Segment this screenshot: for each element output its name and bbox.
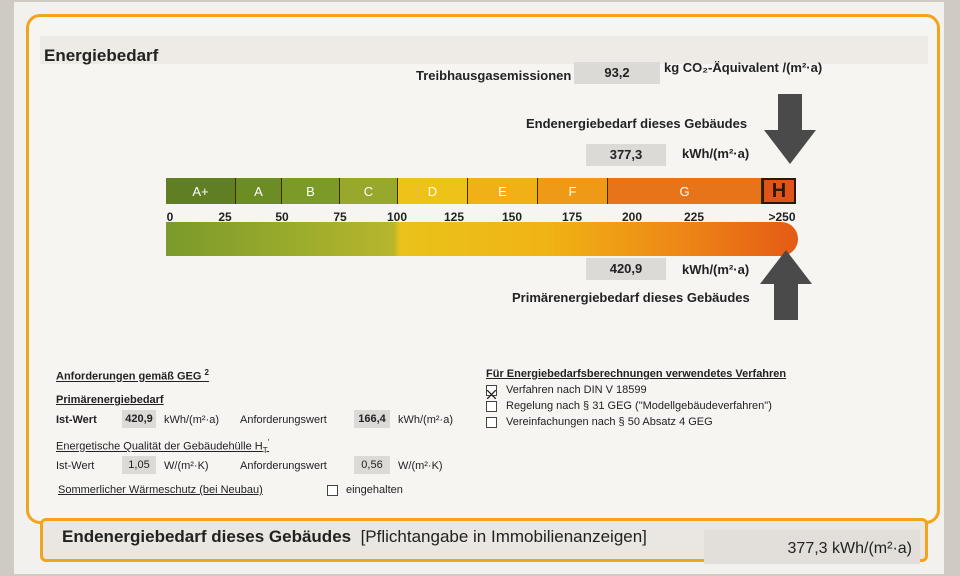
bottom-endenergie: Endenergiebedarf dieses Gebäudes [Pflich… [62, 527, 647, 546]
endenergie-unit: kWh/(m²·a) [682, 146, 750, 161]
scale-tick: 150 [501, 210, 523, 224]
verfahren-heading: Für Energiebedarfsberechnungen verwendet… [486, 368, 787, 380]
anf-value: 166,4 [354, 410, 390, 428]
treibhaus-label: Treibhausgasemissionen [416, 68, 572, 83]
scale-tick: 75 [333, 210, 347, 224]
scale-tick: 200 [621, 210, 643, 224]
scale-tick: 175 [561, 210, 583, 224]
primaer-label: Primärenergiebedarf dieses Gebäudes [512, 290, 750, 305]
scale-tick: >250 [768, 210, 796, 224]
class-b: B [282, 178, 340, 204]
scale-tick: 25 [218, 210, 232, 224]
primaer-unit: kWh/(m²·a) [682, 262, 750, 277]
eingehalten-label: eingehalten [346, 484, 403, 496]
ist2-unit: W/(m²·K) [164, 460, 209, 472]
verfahren-option-label: Vereinfachungen nach § 50 Absatz 4 GEG [506, 416, 713, 428]
class-c: C [340, 178, 398, 204]
ist2-value: 1,05 [122, 456, 156, 474]
scale-tick: 0 [166, 210, 174, 224]
scale-tick: 50 [275, 210, 289, 224]
verfahren-checkbox[interactable] [486, 417, 497, 428]
ist-unit: kWh/(m²·a) [164, 414, 219, 426]
scale-tick: 225 [683, 210, 705, 224]
endenergie-label: Endenergiebedarf dieses Gebäudes [526, 116, 748, 131]
treibhaus-unit: kg CO₂-Äquivalent /(m²·a) [664, 60, 823, 75]
energy-class-scale: A+ A B C D E F G H [166, 178, 796, 204]
scale-tick: 125 [443, 210, 465, 224]
class-e: E [468, 178, 538, 204]
anf2-label: Anforderungswert [240, 460, 327, 472]
bottom-value-box: 377,3 kWh/(m²·a) [704, 530, 920, 564]
class-aplus: A+ [166, 178, 236, 204]
title-band [40, 36, 928, 64]
endenergie-arrow-icon [764, 94, 816, 164]
ist2-label: Ist-Wert [56, 460, 95, 472]
verfahren-checkbox[interactable] [486, 401, 497, 412]
anf-unit: kWh/(m²·a) [398, 414, 453, 426]
class-g: G [608, 178, 762, 204]
class-a: A [236, 178, 282, 204]
verfahren-option-label: Regelung nach § 31 GEG ("Modellgebäudeve… [506, 400, 772, 412]
treibhaus-value: 93,2 [574, 62, 660, 84]
class-f: F [538, 178, 608, 204]
huelle-subheading: Energetische Qualität der Gebäudehülle H… [56, 438, 270, 455]
sommer-label: Sommerlicher Wärmeschutz (bei Neubau) [58, 484, 263, 496]
scale-tick: 100 [386, 210, 408, 224]
class-h: H [762, 178, 796, 204]
endenergie-value: 377,3 [586, 144, 666, 166]
primaerenergie-bar [166, 222, 798, 256]
verfahren-option-label: Verfahren nach DIN V 18599 [506, 384, 647, 396]
page-title: Energiebedarf [44, 46, 159, 65]
class-d: D [398, 178, 468, 204]
primaer-subheading: Primärenergiebedarf [56, 394, 164, 406]
ist-label: Ist-Wert [56, 414, 97, 426]
ist-value: 420,9 [122, 410, 156, 428]
bottom-value: 377,3 kWh/(m²·a) [787, 540, 912, 557]
anf2-value: 0,56 [354, 456, 390, 474]
anf-label: Anforderungswert [240, 414, 327, 426]
eingehalten-checkbox[interactable] [327, 485, 338, 496]
anf2-unit: W/(m²·K) [398, 460, 443, 472]
verfahren-checkbox[interactable] [486, 385, 497, 400]
primaerenergie-arrow-icon [760, 250, 812, 320]
primaer-value: 420,9 [586, 258, 666, 280]
anforderungen-heading: Anforderungen gemäß GEG 2 [56, 368, 209, 383]
